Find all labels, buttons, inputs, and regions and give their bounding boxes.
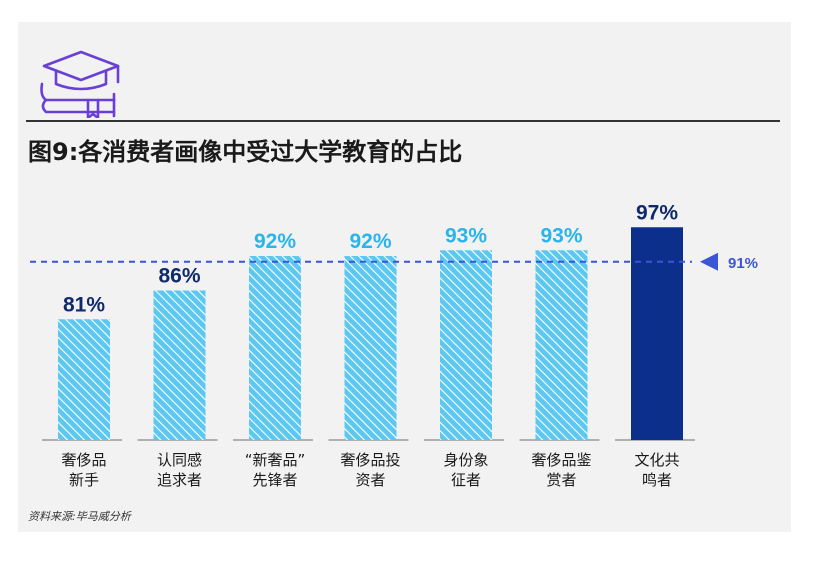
bar-value-label: 92%: [254, 230, 296, 253]
bar: [344, 256, 397, 440]
category-label: 身份象: [443, 451, 488, 469]
bar-value-label: 92%: [349, 230, 391, 253]
category-label: 先锋者: [252, 471, 297, 489]
bar: [535, 250, 588, 440]
category-label: 新手: [69, 471, 99, 489]
top-divider: [26, 120, 780, 122]
bar: [153, 290, 206, 440]
bar-value-label: 93%: [445, 224, 487, 247]
source-note: 资料来源:毕马威分析: [28, 510, 131, 523]
bar-value-label: 93%: [540, 224, 582, 247]
category-label: 奢侈品: [61, 451, 106, 469]
bar: [631, 227, 683, 440]
chart-title: 图9:各消费者画像中受过大学教育的占比: [28, 138, 463, 166]
bar: [440, 250, 492, 440]
reference-marker-icon: [700, 252, 718, 271]
category-label: 文化共: [634, 451, 679, 469]
bar: [58, 319, 110, 440]
category-label: 奢侈品鉴: [531, 451, 591, 469]
bar-value-label: 97%: [636, 201, 678, 224]
bar-value-label: 81%: [63, 293, 105, 316]
category-label: 征者: [451, 471, 481, 489]
category-label: 赏者: [546, 471, 576, 489]
bar: [249, 256, 301, 440]
category-label: “新奢品”: [245, 451, 306, 469]
category-label: 鸣者: [642, 471, 672, 489]
graduation-cap-book-icon: [36, 38, 126, 120]
category-label: 奢侈品投: [340, 451, 400, 469]
reference-line-label: 91%: [728, 255, 758, 272]
bar-value-label: 86%: [158, 265, 200, 288]
category-label: 认同感: [157, 451, 202, 469]
category-label: 追求者: [157, 471, 202, 489]
category-label: 资者: [355, 471, 385, 489]
